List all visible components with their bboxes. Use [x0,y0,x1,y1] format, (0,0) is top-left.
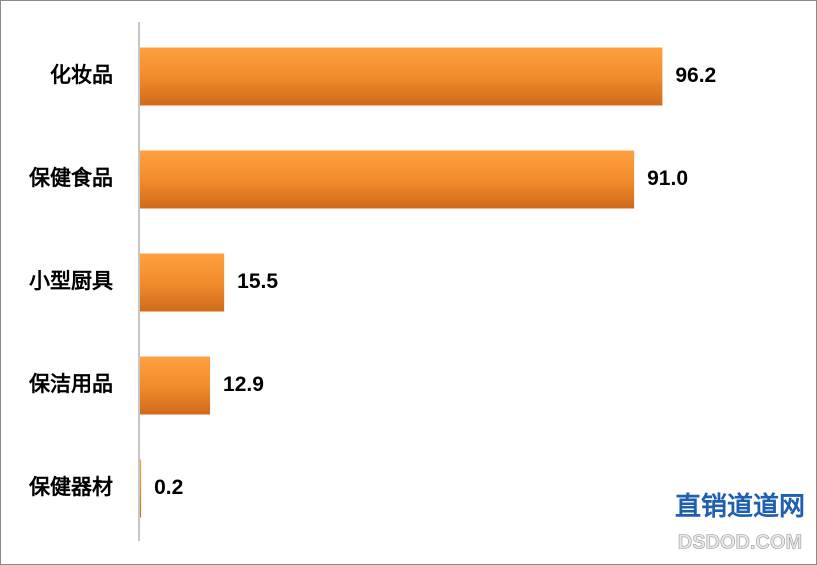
category-label: 保健食品 [28,166,113,190]
bar [140,47,663,106]
bar [140,459,142,518]
value-label: 0.2 [154,476,183,499]
category-label: 保洁用品 [28,372,113,396]
value-label: 15.5 [237,270,278,293]
watermark-url: DSDOD.COM [678,531,802,553]
category-label: 保健器材 [28,475,113,499]
value-label: 91.0 [647,167,688,190]
category-label: 小型厨具 [29,270,113,293]
value-label: 12.9 [223,373,264,396]
bar [140,150,635,209]
category-label: 化妆品 [50,63,113,87]
value-label: 96.2 [675,64,716,87]
bar [140,356,211,415]
bar [140,253,225,312]
watermark-title: 直销道道网 [675,491,805,521]
